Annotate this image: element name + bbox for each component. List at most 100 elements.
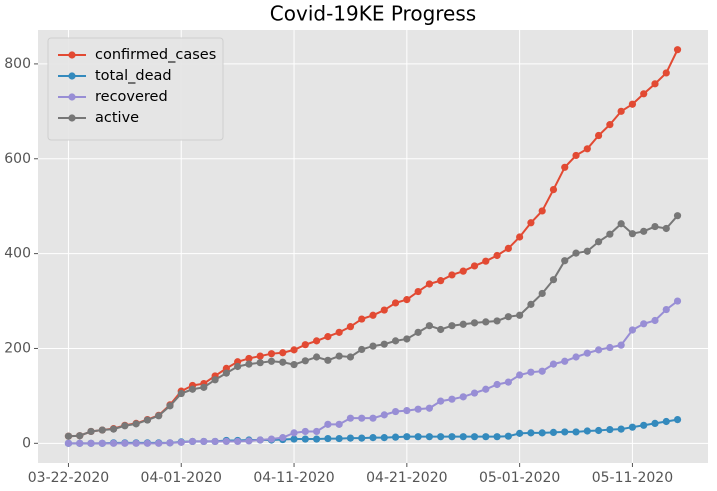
point [245, 360, 253, 368]
point [482, 318, 490, 326]
point [583, 349, 591, 357]
point [583, 145, 591, 153]
point [437, 277, 445, 285]
point [470, 262, 479, 270]
point [211, 437, 219, 446]
legend-label: active [95, 110, 139, 126]
point [335, 328, 343, 336]
point [313, 337, 321, 345]
point [606, 230, 614, 238]
point [132, 439, 140, 447]
point [403, 433, 411, 441]
point [538, 207, 546, 215]
point [673, 416, 682, 424]
point [640, 320, 648, 328]
point [290, 360, 298, 369]
point [448, 395, 456, 403]
point [459, 433, 467, 441]
point [673, 297, 682, 305]
point [561, 257, 569, 265]
point [335, 352, 343, 360]
point [651, 419, 659, 427]
point [87, 427, 95, 436]
point [662, 69, 670, 77]
x-tick-label: 05-01-2020 [479, 470, 560, 486]
point [346, 434, 355, 442]
point [324, 434, 332, 443]
point [606, 121, 614, 129]
point [403, 406, 411, 415]
point [516, 429, 524, 437]
point [279, 349, 287, 357]
point [188, 385, 197, 393]
point [437, 325, 445, 334]
point [640, 421, 648, 429]
point [76, 439, 84, 447]
point [132, 420, 140, 428]
point [448, 271, 456, 279]
point [662, 224, 670, 233]
point [673, 46, 682, 54]
point [628, 100, 637, 108]
point [628, 326, 637, 334]
point [549, 276, 558, 284]
point [335, 420, 343, 428]
point [98, 439, 106, 447]
point [98, 426, 106, 434]
point [200, 437, 208, 446]
legend-box [47, 37, 224, 141]
point [482, 433, 490, 441]
point [324, 333, 332, 341]
point [166, 439, 174, 447]
point [256, 352, 264, 360]
point [448, 322, 456, 330]
point [482, 257, 490, 265]
point [470, 319, 479, 327]
point [324, 420, 332, 428]
legend-marker [68, 51, 76, 59]
point [109, 439, 118, 447]
point [109, 425, 118, 433]
point [391, 407, 400, 416]
point [561, 428, 569, 436]
point [279, 434, 287, 442]
point [493, 317, 501, 325]
point [628, 423, 637, 431]
point [403, 335, 411, 343]
point [572, 249, 580, 257]
point [369, 434, 377, 442]
point [414, 328, 422, 336]
point [538, 289, 546, 298]
point [301, 357, 309, 365]
point [403, 296, 411, 304]
point [290, 435, 298, 443]
point [425, 433, 433, 441]
point [617, 220, 625, 228]
point [222, 437, 230, 446]
point [425, 404, 433, 412]
x-tick-label: 04-01-2020 [141, 470, 222, 486]
y-tick-label: 600 [4, 151, 31, 167]
point [606, 343, 614, 352]
point [651, 316, 659, 325]
point [617, 425, 625, 433]
point [538, 429, 546, 437]
y-tick-label: 200 [4, 340, 31, 356]
point [493, 433, 501, 441]
point [391, 299, 400, 307]
legend-label: total_dead [95, 68, 172, 84]
point [279, 358, 287, 366]
point [561, 163, 569, 171]
point [673, 212, 682, 220]
point [143, 439, 152, 447]
point [188, 437, 197, 446]
point [121, 439, 129, 447]
point [76, 432, 84, 440]
point [358, 434, 366, 442]
point [594, 426, 603, 435]
point [504, 378, 512, 386]
point [143, 416, 152, 424]
point [256, 359, 264, 367]
point [335, 434, 343, 443]
